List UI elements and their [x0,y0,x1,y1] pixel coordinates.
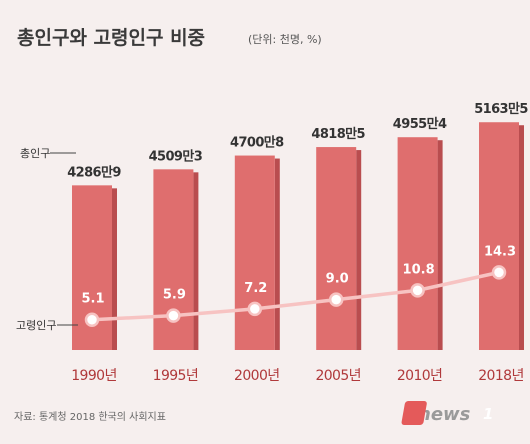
bar-2018년 [479,122,519,350]
x-tick-label: 2005년 [315,368,361,384]
line-point-label: 5.9 [163,288,186,303]
bar-value-label: 5163만5 [474,101,528,117]
x-tick-label: 1995년 [153,368,199,384]
legend-total: 총인구 [20,147,76,160]
line-point [491,265,507,280]
bar-shadow [437,140,443,350]
legend-elderly-label: 고령인구 [16,319,56,332]
bar-shadow [519,125,524,350]
unit-label: (단위: 천명, %) [248,32,322,46]
line-group: 5.1 5.9 7.2 9.0 10.8 14.3 [81,244,516,327]
legend-total-label: 총인구 [20,147,50,160]
x-tick-label: 2000년 [234,368,280,384]
line-point-label: 7.2 [244,281,267,296]
line-point [166,308,181,323]
bar-value-label: 4818만5 [311,126,365,142]
bar-value-label: 4286만9 [67,164,121,180]
x-tick-label: 1990년 [71,368,117,384]
line-point [84,312,100,327]
bar-shadow [356,150,362,350]
source-note: 자료: 통계청 2018 한국의 사회지표 [14,411,166,423]
news1-logo: news 1 [401,401,493,425]
line-point-label: 9.0 [326,272,349,287]
logo-badge-text: 1 [483,405,493,423]
line-point [328,292,344,307]
x-tick-label: 2010년 [397,368,443,384]
bar-2005년 [316,147,357,350]
bar-value-label: 4955만4 [393,116,447,132]
line-point-label: 5.1 [81,292,104,307]
line-point [410,283,425,298]
bar-shadow [112,188,117,350]
line-point-label: 14.3 [484,244,516,259]
bar-shadow [193,172,199,350]
chart-title: 총인구와 고령인구 비중 [17,27,205,49]
bar-2010년 [397,137,438,350]
bar-value-label: 4509만3 [149,148,203,164]
elderly-share-line [91,270,500,322]
logo-badge [401,401,427,425]
logo-wordmark: news [418,404,471,425]
x-axis-labels: 1990년 1995년 2000년 2005년 2010년 2018년 [71,368,524,384]
legend-elderly: 고령인구 [16,319,78,332]
x-tick-label: 2018년 [478,368,524,384]
bar-1995년 [153,169,194,350]
line-point-label: 10.8 [403,262,435,277]
bar-shadow [274,158,280,350]
bar-group [72,122,524,350]
line-point [247,301,263,317]
bar-value-labels: 4286만9 4509만3 4700만8 4818만5 4955만4 5163만5 [67,101,529,180]
bar-value-label: 4700만8 [230,135,284,151]
bar-2000년 [234,155,275,350]
